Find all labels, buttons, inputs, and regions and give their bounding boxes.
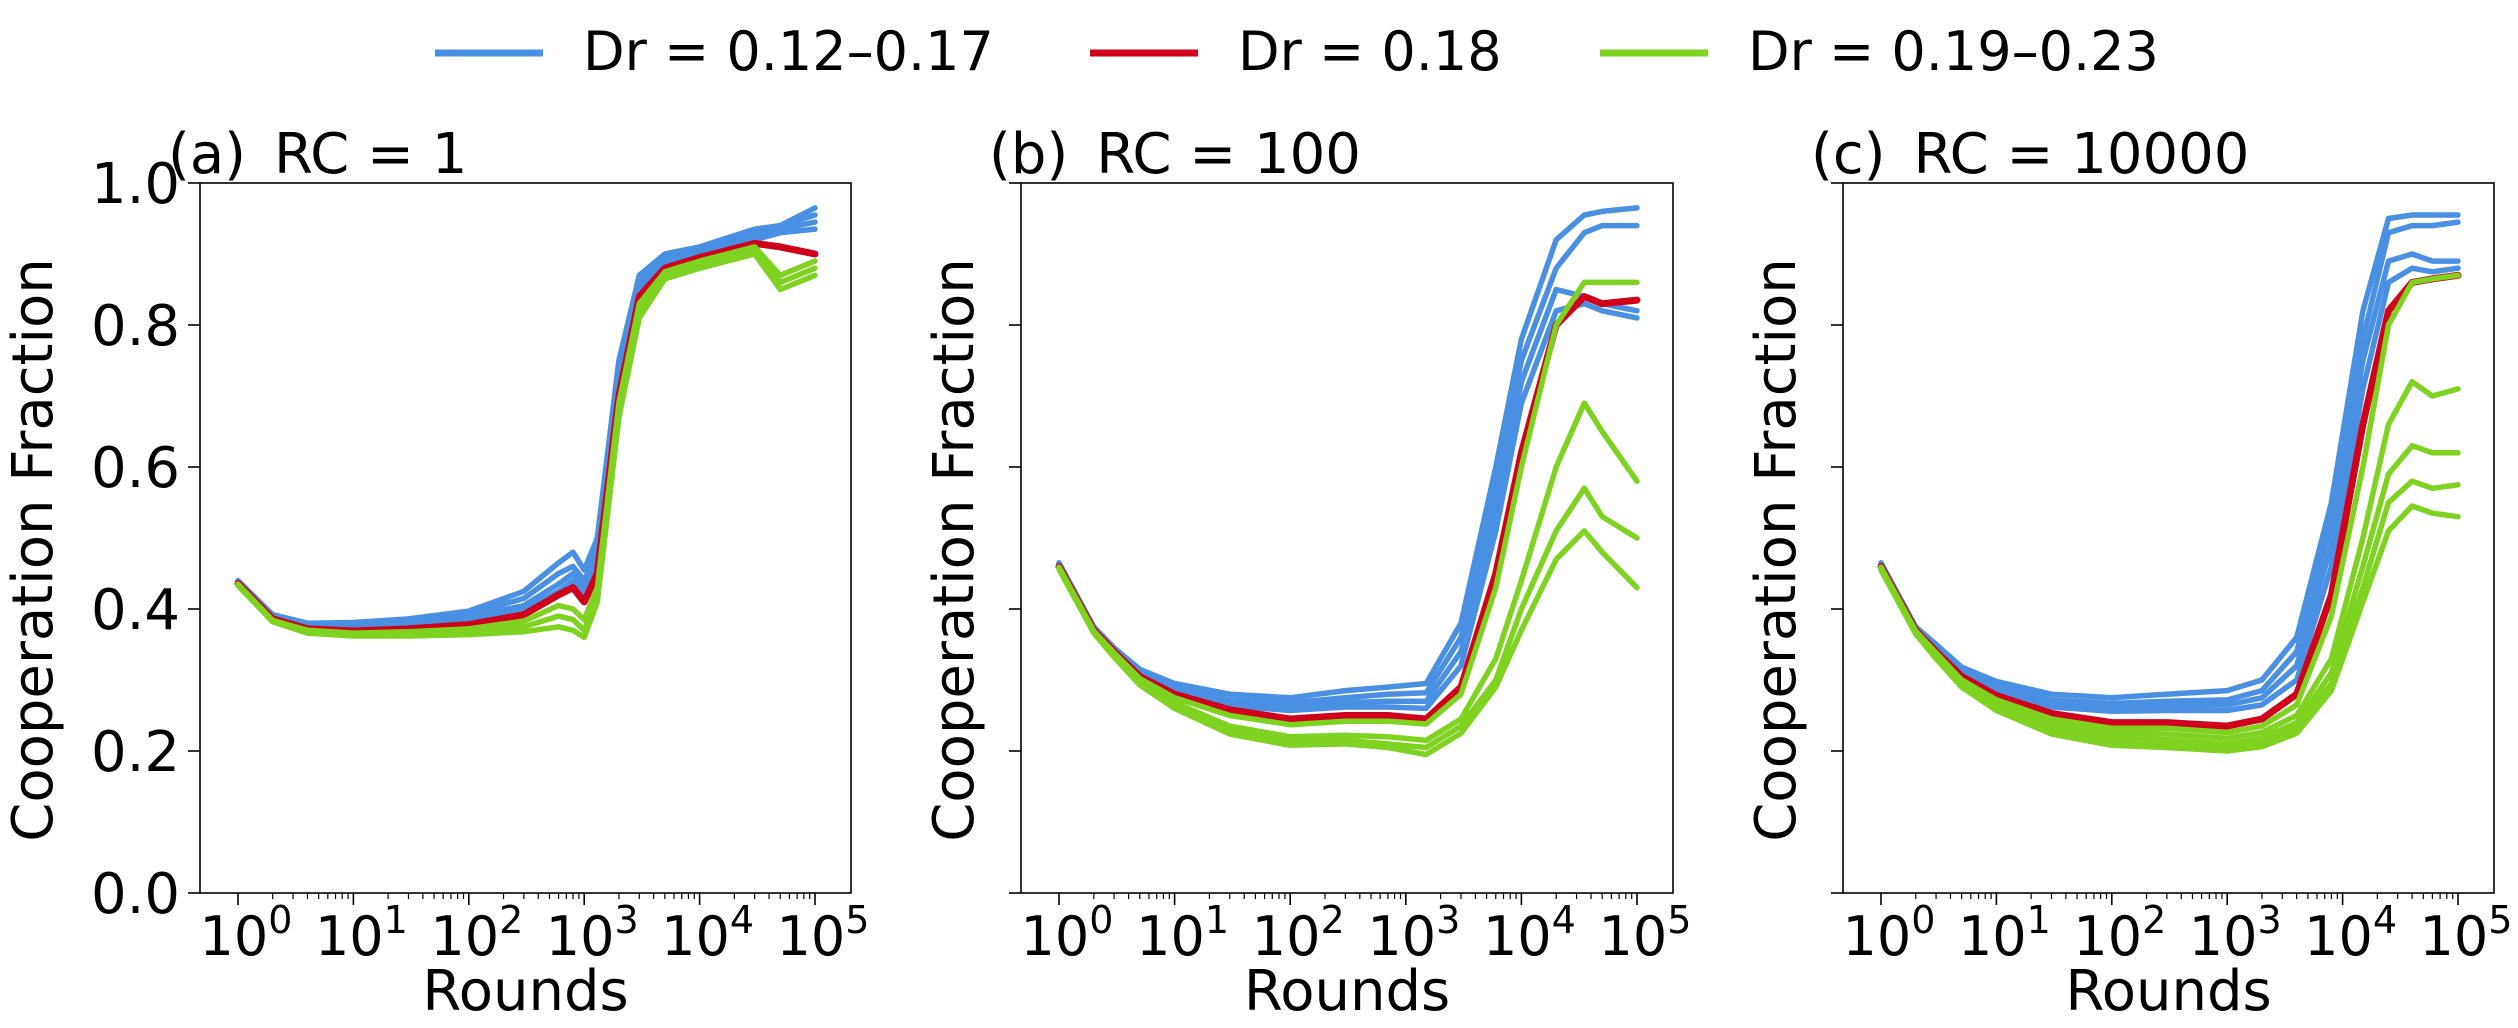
legend-label-red: Dr = 0.18 (1238, 20, 1502, 83)
y-tick-label: 0.0 (91, 862, 180, 927)
chart-panel-3: 100 101 102 103 104 105 (c) RC = 10000 Rounds Coo… (1744, 122, 2512, 1024)
x-axis-label: Rounds (1244, 959, 1450, 1024)
x-tick-label: 101 (1958, 898, 2051, 968)
series-line-blue-4 (1056, 300, 1640, 714)
x-tick-label: 103 (546, 898, 639, 968)
x-axis-label: Rounds (2065, 959, 2271, 1024)
panel-title: (b) RC = 100 (989, 122, 1361, 187)
x-tick-label: 102 (430, 898, 523, 968)
series-line-blue-1 (235, 205, 818, 626)
y-axis-label: Cooperation Fraction (1, 258, 66, 842)
y-tick-label: 0.2 (91, 720, 180, 785)
x-tick-label: 103 (1367, 898, 1460, 968)
y-axis-label: Cooperation Fraction (922, 258, 987, 842)
legend: Dr = 0.12–0.17 Dr = 0.18 Dr = 0.19–0.23 (435, 20, 2159, 83)
plot-frame (1020, 182, 1674, 894)
series-group (1055, 205, 1641, 758)
y-tick-label: 0.6 (91, 436, 180, 501)
chart-panels: 100 101 102 103 104 105 0.0 0.2 0.4 0.6 0.8 1.0(a) R… (1, 122, 2512, 1024)
x-tick-label: 100 (1843, 898, 1936, 968)
x-tick-label: 104 (2304, 898, 2397, 968)
legend-label-blue: Dr = 0.12–0.17 (583, 20, 994, 83)
series-line-green-6 (1056, 279, 1640, 728)
y-tick-label: 0.4 (91, 578, 180, 643)
legend-label-green: Dr = 0.19–0.23 (1748, 20, 2159, 83)
series-group (1877, 212, 2462, 754)
x-tick-label: 100 (1021, 898, 1114, 968)
x-tick-label: 101 (1136, 898, 1229, 968)
panel-title: (c) RC = 10000 (1811, 122, 2249, 187)
y-tick-label: 0.8 (91, 294, 180, 359)
plot-frame (1842, 182, 2495, 894)
series-line-green-9 (1056, 528, 1640, 758)
series-line-green-7 (235, 247, 818, 638)
series-line-red-5 (234, 239, 819, 635)
x-tick-label: 103 (2189, 898, 2282, 968)
x-tick-label: 101 (315, 898, 408, 968)
series-line-green-6 (235, 244, 818, 636)
x-tick-label: 104 (661, 898, 754, 968)
series-group (234, 205, 819, 641)
x-tick-label: 105 (777, 898, 870, 968)
series-line-blue-3 (235, 219, 818, 629)
plot-frame (199, 182, 852, 894)
series-line-blue-2 (235, 212, 818, 628)
series-line-blue-1 (1878, 212, 2461, 701)
x-axis-label: Rounds (422, 959, 628, 1024)
series-line-blue-3 (1878, 251, 2461, 710)
series-line-blue-2 (1878, 219, 2461, 707)
panel-title: (a) RC = 1 (168, 122, 467, 187)
series-line-blue-2 (1056, 222, 1640, 706)
x-tick-label: 102 (1252, 898, 1345, 968)
x-tick-label: 100 (200, 898, 293, 968)
series-line-green-8 (235, 251, 818, 641)
chart-panel-2: 100 101 102 103 104 105 (b) RC = 100 Rounds Coope… (922, 122, 1691, 1024)
x-tick-label: 105 (2420, 898, 2513, 968)
y-tick-label: 1.0 (91, 152, 180, 217)
series-line-green-10 (1878, 503, 2461, 754)
x-tick-label: 105 (1599, 898, 1692, 968)
y-axis-label: Cooperation Fraction (1744, 258, 1809, 842)
series-line-blue-4 (235, 226, 818, 631)
chart-panel-1: 100 101 102 103 104 105 0.0 0.2 0.4 0.6 0.8 1.0(a) R… (1, 122, 869, 1024)
x-tick-label: 102 (2073, 898, 2166, 968)
x-tick-label: 104 (1483, 898, 1576, 968)
